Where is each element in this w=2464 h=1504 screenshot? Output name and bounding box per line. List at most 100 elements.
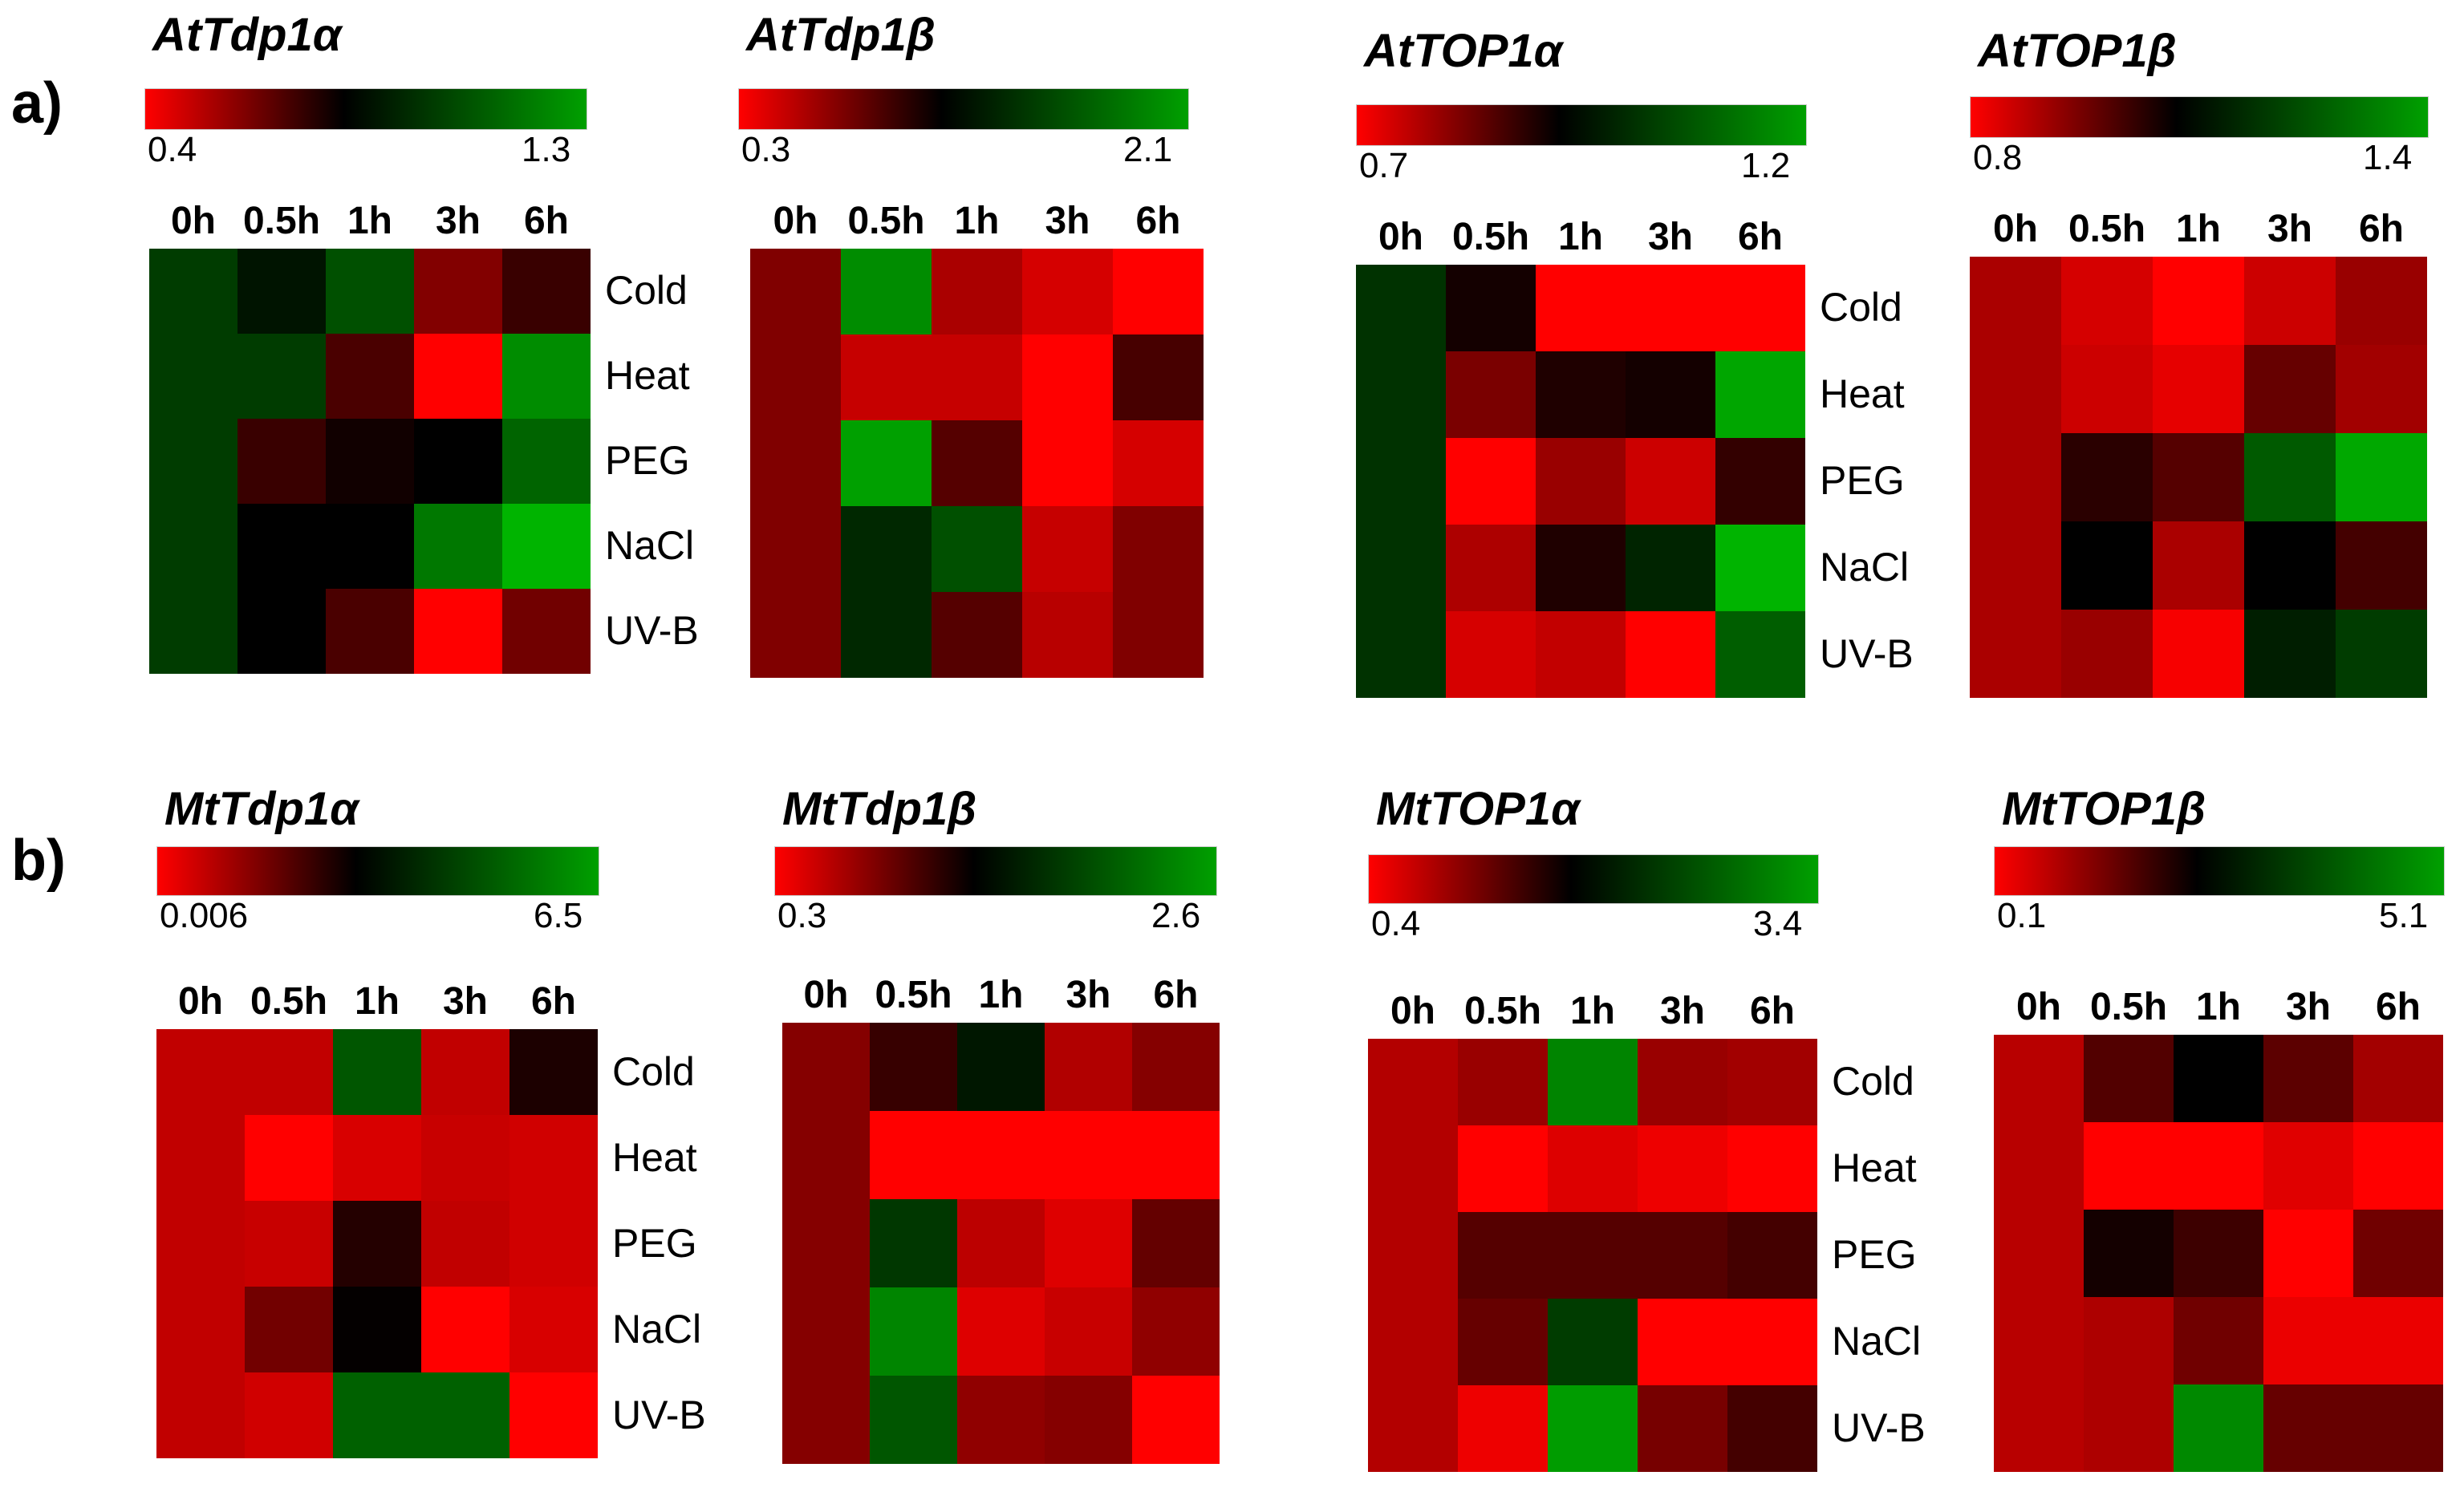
heatmap-cell bbox=[245, 1372, 333, 1458]
heatmap-cell bbox=[2263, 1035, 2353, 1122]
heatmap-cell bbox=[2084, 1210, 2174, 1297]
heatmap-cell bbox=[841, 592, 932, 678]
heatmap-cell bbox=[1626, 525, 1715, 611]
heatmap-cell bbox=[1536, 611, 1626, 698]
column-label: 3h bbox=[1659, 990, 1705, 1032]
heatmap-cell bbox=[237, 504, 326, 589]
column-label: 3h bbox=[1066, 974, 1111, 1016]
heatmap-cell bbox=[1536, 525, 1626, 611]
heatmap-cell bbox=[421, 1287, 509, 1372]
heatmap-cell bbox=[1715, 611, 1805, 698]
column-label: 0.5h bbox=[875, 974, 952, 1016]
color-scale-bar bbox=[1368, 854, 1819, 904]
heatmap-cell bbox=[2244, 257, 2336, 345]
column-label: 6h bbox=[523, 200, 569, 242]
heatmap-attop1-3: AtTOP1β 0.8 1.4 0h 0.5h 1h 3h 6h bbox=[1970, 24, 2464, 746]
heatmap-cell bbox=[1994, 1210, 2084, 1297]
heatmap-cell bbox=[1458, 1212, 1548, 1299]
heatmap-cell bbox=[1626, 351, 1715, 438]
heatmap-cell bbox=[2174, 1210, 2263, 1297]
column-label: 3h bbox=[1647, 216, 1693, 258]
heatmap-cell bbox=[1022, 420, 1113, 506]
panel-label-a: a) bbox=[11, 71, 63, 136]
heatmap-cell bbox=[2174, 1384, 2263, 1472]
color-scale-bar bbox=[144, 88, 587, 130]
heatmap-cell bbox=[1536, 438, 1626, 525]
heatmap-cell bbox=[841, 249, 932, 334]
heatmap-cell bbox=[2084, 1035, 2174, 1122]
heatmap-cell bbox=[1368, 1385, 1458, 1472]
heatmap-cell bbox=[782, 1287, 870, 1376]
column-label: 0h bbox=[803, 974, 849, 1016]
color-scale-max-label: 6.5 bbox=[534, 896, 583, 935]
heatmap-cell bbox=[1626, 438, 1715, 525]
heatmap-cell bbox=[1113, 592, 1204, 678]
heatmap-cell bbox=[2174, 1297, 2263, 1384]
column-label: 1h bbox=[354, 980, 400, 1023]
heatmap-cell bbox=[1638, 1385, 1727, 1472]
heatmap-cell bbox=[237, 334, 326, 419]
heatmap-cell bbox=[509, 1029, 598, 1115]
column-label: 3h bbox=[2285, 986, 2331, 1028]
heatmap-cell bbox=[841, 420, 932, 506]
heatmap-cell bbox=[1022, 249, 1113, 334]
heatmap-cell bbox=[2263, 1122, 2353, 1210]
heatmap-attdp1-1: AtTdp1β 0.3 2.1 0h 0.5h 1h 3h 6h bbox=[738, 8, 1380, 730]
heatmap-cell bbox=[782, 1111, 870, 1199]
heatmap-cell bbox=[1045, 1111, 1132, 1199]
color-scale-max-label: 1.2 bbox=[1741, 146, 1791, 185]
heatmap-cell bbox=[237, 249, 326, 334]
color-scale-max-label: 1.4 bbox=[2363, 138, 2413, 177]
heatmap-cell bbox=[502, 504, 591, 589]
heatmap-cell bbox=[1727, 1212, 1817, 1299]
heatmap-cell bbox=[2084, 1384, 2174, 1472]
heatmap-cell bbox=[1727, 1299, 1817, 1385]
heatmap-cell bbox=[957, 1287, 1045, 1376]
heatmap-cell bbox=[2153, 257, 2244, 345]
heatmap-cell bbox=[237, 589, 326, 674]
heatmap-cell bbox=[1970, 345, 2061, 433]
heatmap-cell bbox=[1132, 1023, 1220, 1111]
heatmap-cell bbox=[870, 1287, 957, 1376]
heatmap-cell bbox=[932, 420, 1022, 506]
heatmap-cell bbox=[782, 1199, 870, 1287]
heatmap-cell bbox=[1356, 351, 1446, 438]
row-label-nacl: NaCl bbox=[1820, 545, 1910, 590]
heatmap-cell bbox=[2263, 1384, 2353, 1472]
column-label: 0.5h bbox=[250, 980, 328, 1023]
heatmap-cell bbox=[841, 334, 932, 420]
color-scale-min-label: 0.7 bbox=[1359, 146, 1409, 185]
color-scale-bar bbox=[1356, 104, 1807, 146]
heatmap-cell bbox=[1045, 1376, 1132, 1464]
color-scale-max-label: 3.4 bbox=[1753, 904, 1803, 943]
heatmap-cell bbox=[750, 334, 841, 420]
heatmap-cell bbox=[1368, 1125, 1458, 1212]
heatmap-cell bbox=[750, 592, 841, 678]
heatmap-cell bbox=[509, 1201, 598, 1287]
heatmap-cell bbox=[1715, 351, 1805, 438]
heatmap-attdp1-0: AtTdp1α 0.4 1.3 0h 0.5h 1h 3h 6h Cold Heat PEG NaCl… bbox=[144, 8, 786, 730]
heatmap-cell bbox=[326, 589, 414, 674]
heatmap-cell bbox=[1446, 438, 1536, 525]
heatmap-cell bbox=[1970, 610, 2061, 698]
column-label: 1h bbox=[2195, 986, 2241, 1028]
heatmap-cell bbox=[1536, 351, 1626, 438]
heatmap-cell bbox=[1356, 611, 1446, 698]
heatmap-cell bbox=[333, 1201, 421, 1287]
color-scale-min-label: 0.006 bbox=[160, 896, 249, 935]
row-label-heat: Heat bbox=[605, 353, 690, 398]
heatmap-cell bbox=[502, 589, 591, 674]
heatmap-cell bbox=[421, 1201, 509, 1287]
heatmap-cell bbox=[932, 592, 1022, 678]
heatmap-cell bbox=[2336, 433, 2427, 521]
heatmap-cell bbox=[870, 1199, 957, 1287]
heatmap-cell bbox=[2263, 1297, 2353, 1384]
heatmap-cell bbox=[750, 506, 841, 592]
column-label: 3h bbox=[1045, 200, 1090, 242]
row-label-heat: Heat bbox=[612, 1134, 697, 1180]
heatmap-cell bbox=[1458, 1125, 1548, 1212]
heatmap-cell bbox=[2174, 1122, 2263, 1210]
heatmap-cell bbox=[2244, 345, 2336, 433]
heatmap-cell bbox=[750, 249, 841, 334]
column-label: 0h bbox=[177, 980, 223, 1023]
